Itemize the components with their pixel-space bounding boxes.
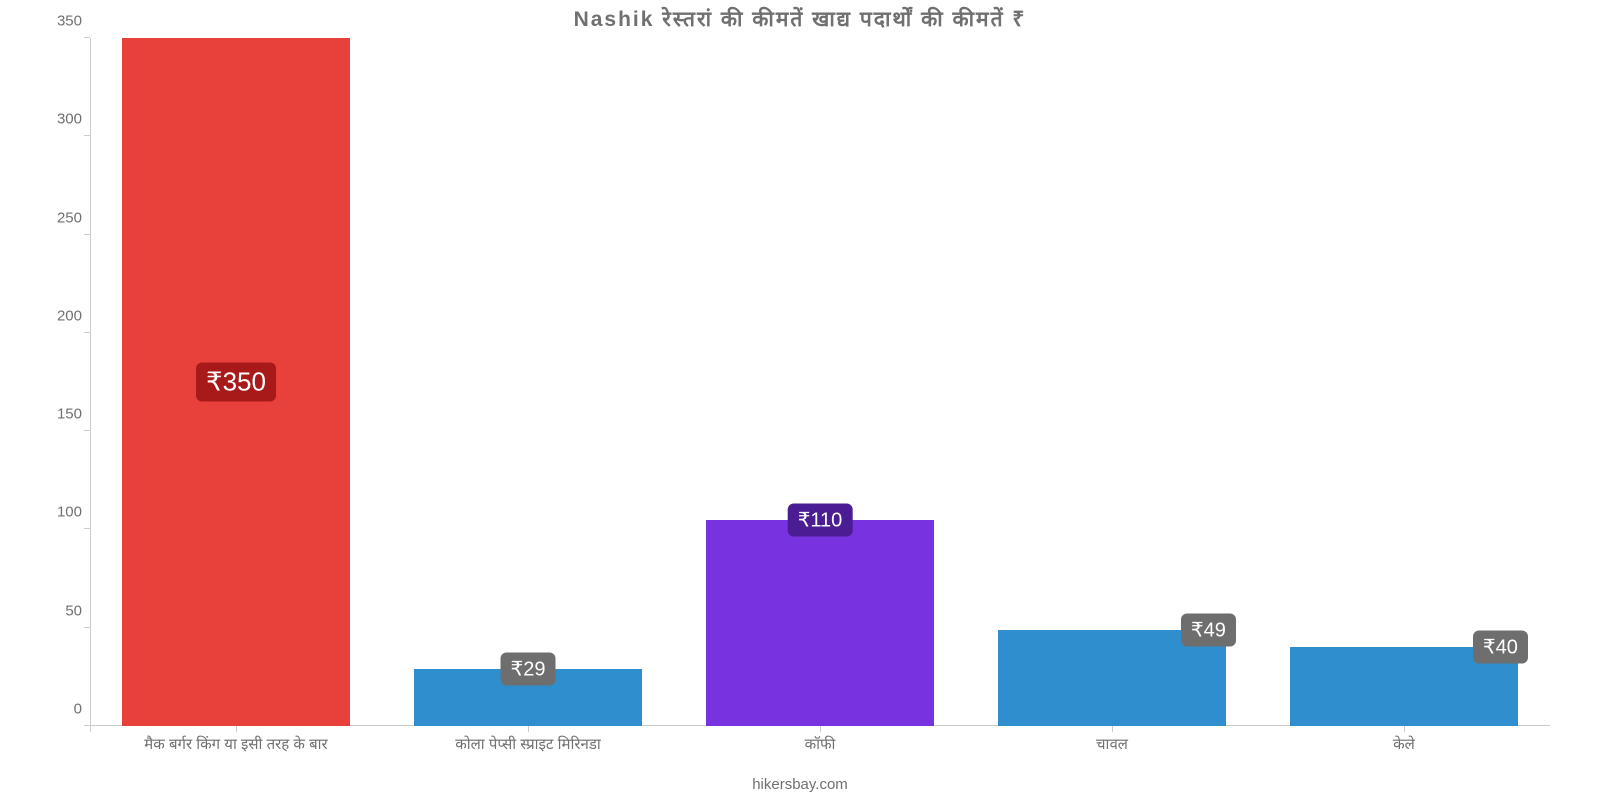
y-tick-mark (84, 37, 90, 38)
x-tick-mark (820, 726, 821, 732)
chart-title: Nashik रेस्तरां की कीमतें खाद्य पदार्थों… (20, 5, 1580, 33)
y-tick-label: 50 (42, 602, 82, 619)
bar: ₹29 (414, 669, 642, 726)
y-tick-label: 100 (42, 504, 82, 521)
y-tick-mark (84, 430, 90, 431)
y-tick-mark (84, 234, 90, 235)
bar-value-label: ₹110 (788, 503, 853, 536)
x-tick-mark (1112, 726, 1113, 732)
y-tick-mark (84, 332, 90, 333)
bar-slot: ₹49 (966, 38, 1258, 726)
bar-slot: ₹29 (382, 38, 674, 726)
bar: ₹350 (122, 38, 350, 726)
y-tick-label: 350 (42, 13, 82, 30)
bar: ₹110 (706, 520, 934, 726)
attribution-text: hikersbay.com (20, 776, 1580, 793)
y-tick-mark (84, 135, 90, 136)
y-tick-mark (84, 528, 90, 529)
bar: ₹49 (998, 630, 1226, 726)
y-tick-label: 150 (42, 406, 82, 423)
bar-slot: ₹40 (1258, 38, 1550, 726)
x-tick-mark (1404, 726, 1405, 732)
bar-slot: ₹110 (674, 38, 966, 726)
y-tick-mark (84, 627, 90, 628)
y-tick-label: 250 (42, 209, 82, 226)
bar-value-label: ₹29 (501, 653, 556, 686)
chart-container: Nashik रेस्तरां की कीमतें खाद्य पदार्थों… (0, 0, 1600, 800)
bar-slot: ₹350 (90, 38, 382, 726)
bar: ₹40 (1290, 647, 1518, 726)
x-tick-mark (236, 726, 237, 732)
y-tick-label: 300 (42, 111, 82, 128)
y-tick-label: 0 (42, 701, 82, 718)
bars-group: ₹350 ₹29 ₹110 ₹49 ₹40 (90, 38, 1550, 726)
bar-value-label: ₹49 (1181, 613, 1236, 646)
x-tick-mark (528, 726, 529, 732)
y-tick-label: 200 (42, 307, 82, 324)
bar-value-label: ₹350 (196, 363, 276, 402)
y-tick-mark (84, 725, 90, 726)
bar-value-label: ₹40 (1473, 631, 1528, 664)
plot-area: 050100150200250300350 ₹350₹29₹110₹49₹40 (90, 38, 1550, 726)
